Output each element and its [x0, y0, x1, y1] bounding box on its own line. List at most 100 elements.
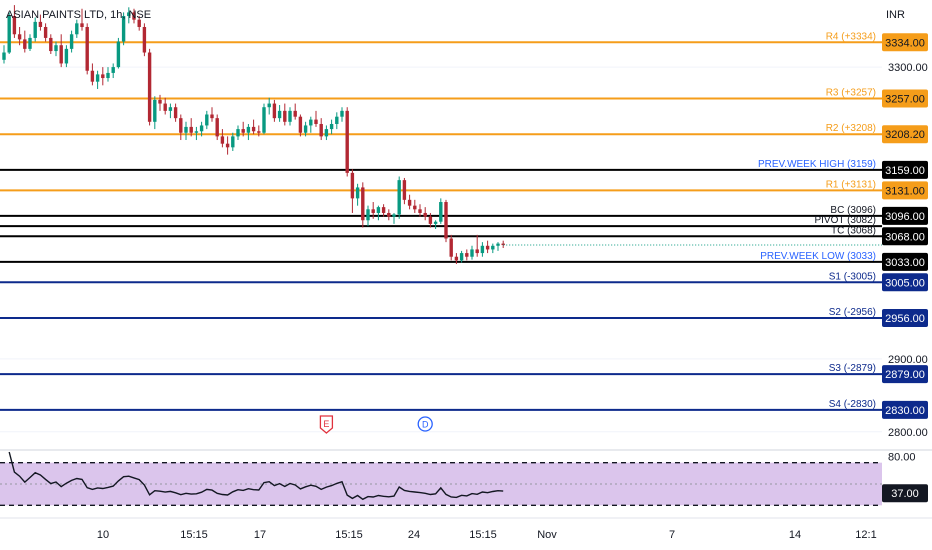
candle-body [153, 99, 157, 122]
candle-body [470, 249, 474, 257]
candle-body [225, 143, 230, 148]
rsi-value-tag [882, 484, 928, 503]
candle-body [324, 129, 329, 137]
candle-body [173, 107, 178, 119]
earnings-marker[interactable] [319, 415, 334, 434]
candle-body [147, 52, 152, 122]
candle-body [101, 74, 105, 79]
candle-body [241, 129, 245, 133]
candle-body [454, 256, 459, 261]
price-tick-label: 2800.00 [888, 427, 928, 439]
candle-body [345, 110, 349, 173]
level-label: R2 (+3208) [826, 123, 876, 134]
level-price-tag-text: 3159.00 [885, 165, 925, 177]
currency-label: INR [886, 9, 905, 21]
level-label: PREV.WEEK LOW (3033) [760, 251, 876, 262]
level-price-tag-text: 3033.00 [885, 257, 925, 269]
candle-body [168, 107, 173, 111]
candle-body [23, 39, 27, 49]
candle-body [418, 209, 422, 213]
candle-body [485, 245, 490, 250]
candle-body [251, 126, 256, 132]
candle-body [38, 21, 43, 27]
candle-body [496, 243, 500, 246]
chart-grid [0, 66, 882, 433]
candle-body [277, 110, 282, 119]
candle-body [288, 110, 292, 122]
candle-body [397, 180, 401, 215]
candle-body [309, 119, 313, 126]
time-tick-label: 14 [789, 529, 801, 541]
candle-body [189, 126, 193, 133]
time-tick-label: 17 [254, 529, 266, 541]
candle-body [80, 23, 84, 27]
dividend-marker-label: D [422, 420, 429, 430]
candle-body [293, 110, 297, 117]
level-label: R3 (+3257) [826, 87, 876, 98]
candle-body [220, 136, 225, 144]
candle-body [179, 118, 183, 133]
level-price-tag [882, 33, 928, 52]
level-price-tag [882, 160, 928, 179]
candle-body [402, 180, 407, 200]
candle-body [340, 110, 344, 117]
level-price-tag-text: 3334.00 [885, 37, 925, 49]
candle-body [433, 221, 438, 224]
level-price-tag-text: 3208.20 [885, 129, 925, 141]
candle-body [246, 126, 251, 133]
candle-body [116, 41, 121, 68]
candle-body [158, 99, 162, 104]
candle-body [314, 119, 318, 124]
earnings-marker-label: E [323, 419, 329, 429]
time-tick-label: 10 [97, 529, 109, 541]
candle-body [465, 253, 469, 257]
time-tick-label: 15:15 [469, 529, 497, 541]
price-axis[interactable]: 3300.00 2900.00 2800.00 [888, 62, 928, 439]
candle-body [236, 129, 240, 137]
candle-body [43, 26, 48, 38]
candle-body [439, 202, 443, 222]
candle-body [257, 131, 261, 133]
level-label: R1 (+3131) [826, 179, 876, 190]
candle-body [413, 205, 417, 210]
level-label: PIVOT (3082) [814, 215, 876, 226]
level-label: S2 (-2956) [829, 307, 876, 318]
candle-body [12, 16, 17, 35]
time-tick-label: Nov [537, 529, 557, 541]
level-price-tag [882, 89, 928, 108]
rsi-pane: 80.00 37.00 [0, 452, 928, 506]
candle-body [137, 19, 141, 27]
level-label: S4 (-2830) [829, 399, 876, 410]
candle-body [501, 243, 505, 246]
candle-body [2, 52, 6, 60]
rsi-axis-label: 80.00 [888, 452, 916, 464]
candle-body [210, 114, 214, 119]
time-axis[interactable]: 10 15:15 17 15:15 24 15:15 Nov 7 14 12:1 [97, 529, 877, 541]
level-price-tag-text: 3096.00 [885, 211, 925, 223]
candle-body [127, 12, 131, 17]
candle-body [7, 16, 11, 53]
candle-body [231, 136, 235, 148]
candle-body [491, 245, 495, 250]
dividend-marker[interactable] [417, 416, 433, 432]
candle-body [132, 12, 136, 20]
time-tick-label: 12:1 [855, 529, 876, 541]
level-price-tag [882, 252, 928, 271]
level-price-tag-text: 3068.00 [885, 231, 925, 243]
time-tick-label: 15:15 [180, 529, 208, 541]
candle-body [184, 126, 188, 133]
level-label: TC (3068) [831, 225, 876, 236]
price-tick-label: 3300.00 [888, 62, 928, 74]
candle-body [444, 202, 448, 239]
level-price-tag [882, 273, 928, 292]
level-price-tag [882, 365, 928, 384]
candle-body [303, 125, 308, 133]
candle-body [319, 123, 323, 137]
candle-body [28, 37, 32, 49]
level-price-tag-text: 3131.00 [885, 185, 925, 197]
candle-body [142, 26, 147, 53]
candle-body [387, 212, 391, 217]
